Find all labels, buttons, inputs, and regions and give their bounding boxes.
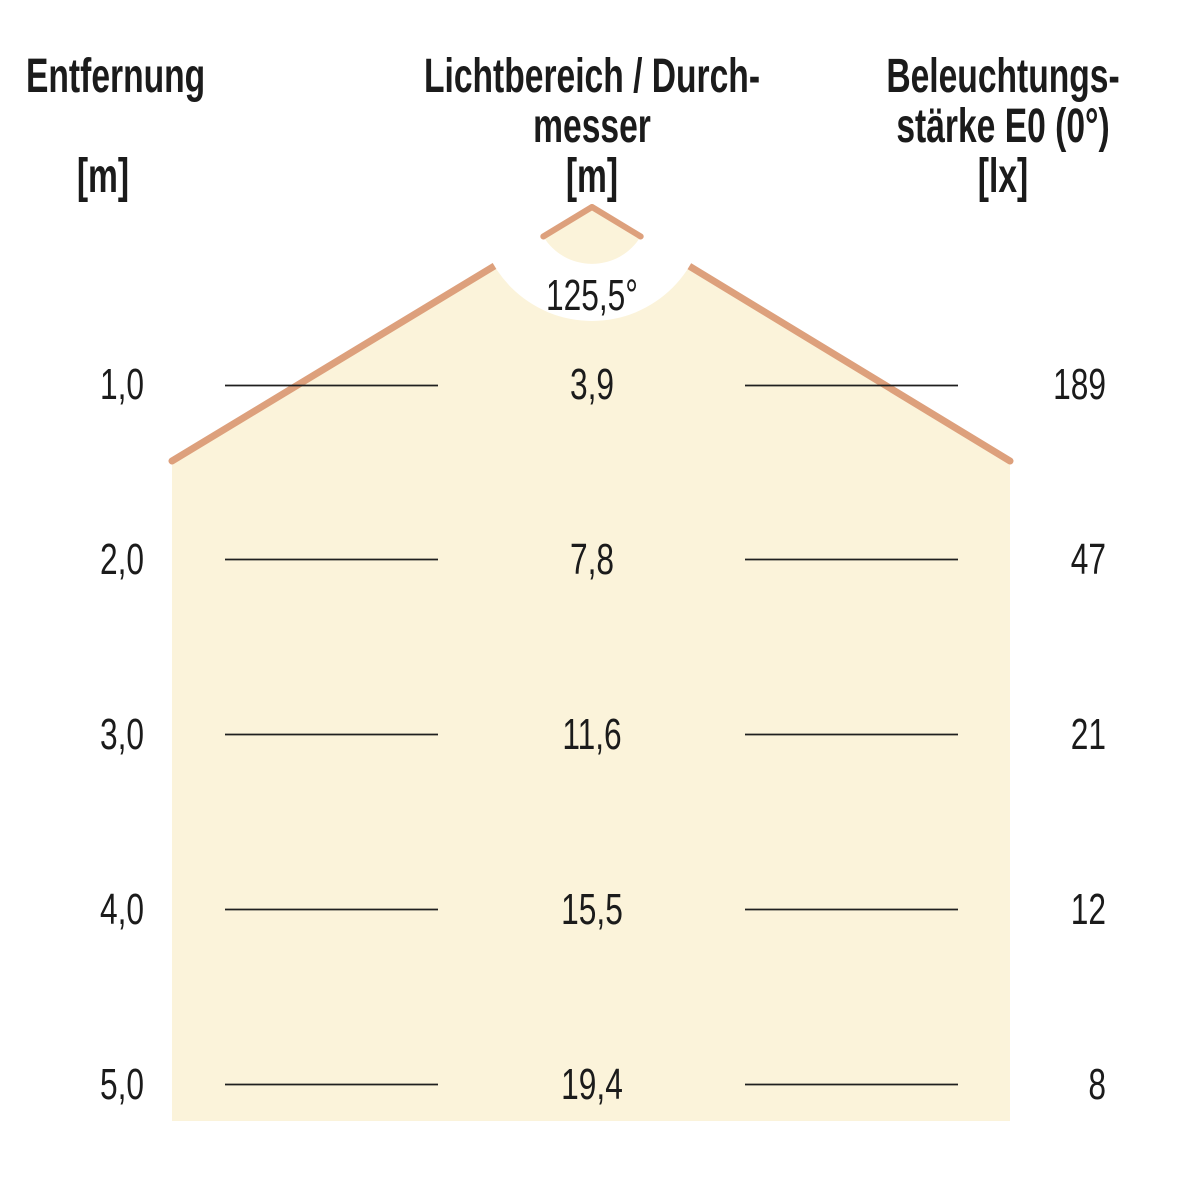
header-line: [m] <box>76 150 130 203</box>
illuminance-value: 21 <box>1070 710 1106 759</box>
diameter-value: 19,4 <box>561 1060 623 1109</box>
distance-value: 5,0 <box>99 1060 145 1109</box>
header-line <box>26 102 180 152</box>
illuminance-value: 189 <box>1053 360 1106 409</box>
diameter-value: 11,6 <box>562 710 622 759</box>
beam-fan <box>543 207 641 264</box>
diameter-value: 7,8 <box>569 535 615 584</box>
fan-edge-right <box>589 204 644 240</box>
illuminance-value: 8 <box>1088 1060 1106 1109</box>
distance-value: 3,0 <box>99 710 145 759</box>
illuminance-value: 47 <box>1070 535 1106 584</box>
diameter-value: 3,9 <box>569 360 615 409</box>
fan-edge-left <box>540 204 595 240</box>
diameter-value: 15,5 <box>561 885 623 934</box>
header-line: stärke E0 (0°) <box>896 100 1110 153</box>
header-line: Beleuchtungs- <box>886 50 1120 103</box>
header-line: Entfernung <box>26 50 206 103</box>
distance-value: 1,0 <box>99 360 145 409</box>
header-line: messer <box>533 100 651 153</box>
distance-value: 4,0 <box>99 885 145 934</box>
header-line: Lichtbereich / Durch- <box>423 50 761 103</box>
header-line: [lx] <box>977 150 1029 203</box>
column-header-entfernung: Entfernung [m] <box>26 50 206 203</box>
header-line: [m] <box>565 150 619 203</box>
beam-angle-label: 125,5° <box>546 271 638 320</box>
column-header-lichtbereich: Lichtbereich / Durch- messer [m] <box>410 52 774 202</box>
distance-value: 2,0 <box>99 535 145 584</box>
light-cone-fill <box>172 207 1010 1121</box>
illuminance-value: 12 <box>1070 885 1106 934</box>
column-header-beleuchtungsstaerke: Beleuchtungs- stärke E0 (0°) [lx] <box>877 52 1129 202</box>
